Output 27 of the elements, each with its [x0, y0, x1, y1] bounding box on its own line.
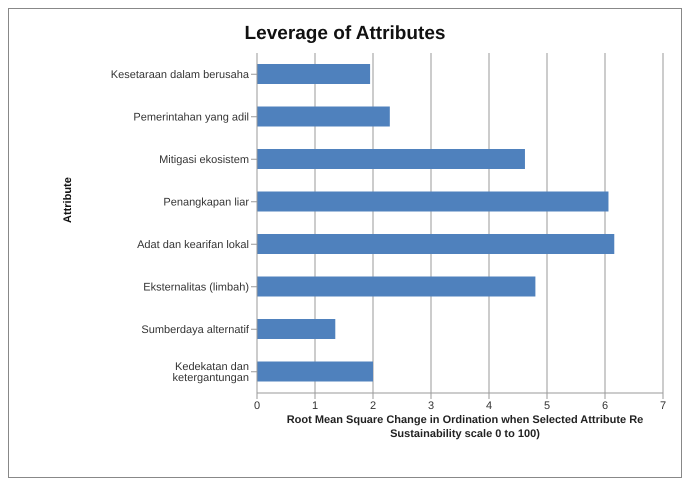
x-tick-label: 1 [312, 400, 318, 412]
y-tick-label: Sumberdaya alternatif [141, 324, 250, 336]
y-tick-label: Eksternalitas (limbah) [143, 282, 249, 294]
y-tick-label: Penangkapan liar [163, 196, 250, 209]
y-axis-title: Attribute [62, 177, 74, 223]
x-tick-label: 3 [428, 400, 434, 412]
chart-title: Leverage of Attributes [244, 23, 446, 45]
x-tick-label: 0 [254, 400, 260, 412]
x-tick-label: 4 [486, 400, 492, 412]
bar [257, 234, 614, 254]
y-tick-label: Kesetaraan dalam berusaha [110, 69, 250, 82]
y-tick-label: Kedekatan dan ketergantungan [172, 361, 249, 384]
y-tick-label: Mitigasi ekosistem [159, 154, 249, 166]
bar [257, 276, 536, 296]
bar [257, 149, 525, 169]
x-tick-label: 6 [602, 400, 608, 412]
x-tick-label: 7 [660, 400, 666, 412]
bar [257, 192, 608, 212]
x-tick-label: 2 [370, 400, 376, 412]
bar [257, 319, 336, 339]
y-tick-label: Pemerintahan yang adil [133, 112, 249, 124]
x-tick-label: 5 [544, 400, 550, 412]
bar [257, 106, 390, 126]
x-axis-title: Root Mean Square Change in Ordination when Selected Attribute Re Sustainability scale 0 to 100) [286, 414, 644, 440]
y-tick-label: Adat dan kearifan lokal [137, 239, 249, 252]
bar [257, 362, 373, 382]
bar [257, 64, 370, 84]
